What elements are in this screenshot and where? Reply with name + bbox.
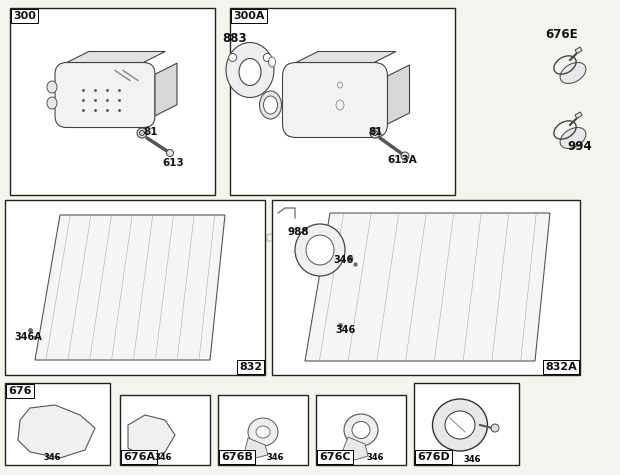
Text: 883: 883 [222,32,247,45]
Ellipse shape [560,63,586,84]
Text: 81: 81 [368,127,383,137]
Text: 988: 988 [287,227,309,237]
Ellipse shape [264,96,278,114]
Ellipse shape [433,399,487,451]
Ellipse shape [306,235,334,265]
Text: 613: 613 [162,158,184,168]
Bar [272,200,580,375]
Text: 81: 81 [143,127,157,137]
FancyBboxPatch shape [55,63,155,127]
Polygon shape [155,63,177,116]
Ellipse shape [560,127,586,149]
Bar [316,395,406,465]
Polygon shape [128,415,175,458]
Polygon shape [388,65,409,124]
Text: 676E: 676E [545,28,578,41]
Text: 832: 832 [239,362,262,372]
Ellipse shape [373,131,378,135]
Text: 346: 346 [463,455,480,464]
Polygon shape [343,437,368,460]
Ellipse shape [401,152,409,160]
Text: 832A: 832A [545,362,577,372]
Bar [5,383,110,465]
Ellipse shape [140,131,144,135]
Ellipse shape [248,418,278,446]
Text: 676: 676 [8,386,32,396]
Bar [120,395,210,465]
Ellipse shape [344,414,378,446]
Text: 346: 346 [266,453,284,462]
Ellipse shape [264,54,272,61]
Bar [230,8,455,195]
Ellipse shape [226,42,274,97]
Polygon shape [67,51,166,63]
Ellipse shape [47,81,57,93]
Polygon shape [245,438,268,458]
Text: 300A: 300A [233,11,265,21]
Text: 300: 300 [13,11,36,21]
Text: 346: 346 [335,325,355,335]
Text: 994: 994 [567,140,591,153]
Text: 676A: 676A [123,452,155,462]
Ellipse shape [239,58,261,86]
Bar [414,383,519,465]
Ellipse shape [229,54,237,61]
Ellipse shape [256,426,270,438]
Bar [5,200,265,375]
Bar [575,112,582,118]
Polygon shape [18,405,95,458]
Text: 676B: 676B [221,452,253,462]
Text: 346: 346 [154,453,172,462]
Ellipse shape [268,57,275,67]
Bar [10,8,215,195]
Ellipse shape [295,224,345,276]
Ellipse shape [260,91,281,119]
Text: 613A: 613A [387,155,417,165]
Bar [218,395,308,465]
Ellipse shape [445,411,475,439]
Polygon shape [35,215,225,360]
Text: eReplacementParts.com: eReplacementParts.com [206,230,414,245]
Ellipse shape [491,424,499,432]
Text: 346: 346 [43,453,61,462]
FancyBboxPatch shape [283,63,388,137]
Polygon shape [305,213,550,361]
Text: 676D: 676D [417,452,450,462]
Text: 346: 346 [366,453,384,462]
Bar [575,47,582,54]
Text: 346: 346 [333,255,353,265]
Text: 676C: 676C [319,452,351,462]
Ellipse shape [137,128,147,138]
Ellipse shape [352,421,370,438]
Ellipse shape [167,150,174,156]
Ellipse shape [47,97,57,109]
Polygon shape [296,51,396,63]
Ellipse shape [370,128,380,138]
Text: 346A: 346A [14,332,42,342]
